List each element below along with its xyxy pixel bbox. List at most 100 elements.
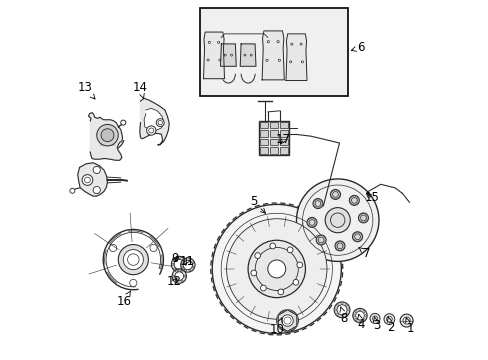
- Circle shape: [269, 243, 275, 249]
- Text: 8: 8: [339, 307, 347, 325]
- Circle shape: [330, 189, 340, 199]
- Bar: [199, 8, 348, 96]
- Circle shape: [184, 269, 186, 271]
- Text: 13: 13: [77, 81, 95, 99]
- Circle shape: [212, 204, 341, 333]
- Circle shape: [183, 275, 185, 277]
- Polygon shape: [140, 98, 169, 145]
- Circle shape: [266, 41, 269, 43]
- Circle shape: [340, 302, 343, 305]
- Polygon shape: [203, 32, 224, 79]
- Circle shape: [399, 314, 412, 327]
- Circle shape: [369, 314, 379, 323]
- Circle shape: [276, 310, 298, 331]
- Circle shape: [250, 270, 256, 276]
- Circle shape: [296, 262, 302, 268]
- Circle shape: [181, 266, 183, 268]
- Circle shape: [362, 310, 365, 312]
- Circle shape: [183, 260, 192, 270]
- Bar: [260, 130, 267, 137]
- Bar: [260, 122, 267, 128]
- Circle shape: [278, 59, 280, 62]
- Text: 15: 15: [364, 192, 379, 204]
- Text: 3: 3: [372, 317, 380, 332]
- Circle shape: [175, 270, 177, 272]
- Bar: [260, 148, 267, 154]
- Polygon shape: [88, 113, 122, 160]
- Circle shape: [181, 270, 183, 272]
- Bar: [269, 148, 278, 154]
- Bar: [269, 130, 278, 137]
- Circle shape: [348, 195, 359, 206]
- Circle shape: [300, 43, 302, 45]
- Polygon shape: [78, 163, 107, 196]
- Circle shape: [123, 249, 143, 270]
- Circle shape: [325, 208, 349, 233]
- Circle shape: [358, 320, 360, 322]
- Circle shape: [355, 311, 364, 320]
- Circle shape: [171, 256, 187, 272]
- Circle shape: [247, 240, 305, 298]
- Circle shape: [281, 315, 293, 326]
- Text: 16: 16: [117, 291, 132, 308]
- Circle shape: [171, 263, 174, 265]
- Circle shape: [336, 313, 338, 315]
- Polygon shape: [285, 34, 306, 81]
- Polygon shape: [278, 310, 296, 331]
- Circle shape: [289, 61, 291, 63]
- Circle shape: [267, 260, 285, 278]
- Circle shape: [301, 61, 303, 63]
- Circle shape: [156, 119, 164, 127]
- Circle shape: [277, 289, 283, 295]
- Text: 2: 2: [386, 316, 394, 333]
- Circle shape: [336, 305, 346, 315]
- Circle shape: [70, 188, 75, 193]
- Circle shape: [93, 186, 100, 194]
- Circle shape: [189, 259, 191, 261]
- Text: 12: 12: [167, 275, 182, 288]
- Bar: [260, 139, 267, 145]
- Polygon shape: [220, 44, 236, 66]
- Circle shape: [306, 217, 316, 228]
- Circle shape: [340, 315, 343, 318]
- Circle shape: [354, 319, 356, 321]
- Circle shape: [276, 41, 279, 43]
- Circle shape: [178, 257, 180, 259]
- Polygon shape: [144, 108, 163, 131]
- Circle shape: [224, 54, 226, 56]
- Text: 17: 17: [275, 133, 290, 146]
- Circle shape: [93, 166, 100, 174]
- Circle shape: [352, 232, 362, 242]
- Polygon shape: [240, 44, 255, 66]
- Circle shape: [150, 244, 157, 252]
- Circle shape: [364, 315, 366, 317]
- Circle shape: [146, 126, 156, 135]
- Text: 7: 7: [358, 247, 369, 260]
- Text: 14: 14: [132, 81, 147, 98]
- Circle shape: [121, 120, 125, 125]
- Circle shape: [184, 263, 186, 265]
- Text: 6: 6: [350, 41, 364, 54]
- Text: 11: 11: [179, 255, 194, 268]
- Circle shape: [180, 258, 195, 272]
- Circle shape: [181, 262, 183, 264]
- Circle shape: [286, 247, 292, 253]
- Circle shape: [173, 268, 175, 270]
- Circle shape: [192, 262, 194, 264]
- Circle shape: [192, 266, 194, 268]
- Text: 10: 10: [269, 318, 285, 336]
- Circle shape: [207, 59, 209, 61]
- Circle shape: [183, 258, 184, 261]
- Circle shape: [184, 259, 186, 261]
- Circle shape: [315, 235, 325, 245]
- Circle shape: [101, 129, 114, 141]
- Circle shape: [334, 241, 345, 251]
- Circle shape: [82, 175, 93, 185]
- Bar: [280, 122, 287, 128]
- Circle shape: [183, 268, 184, 270]
- Circle shape: [362, 319, 365, 321]
- Circle shape: [265, 59, 267, 62]
- Circle shape: [174, 259, 184, 269]
- Circle shape: [172, 275, 174, 277]
- Bar: [280, 130, 287, 137]
